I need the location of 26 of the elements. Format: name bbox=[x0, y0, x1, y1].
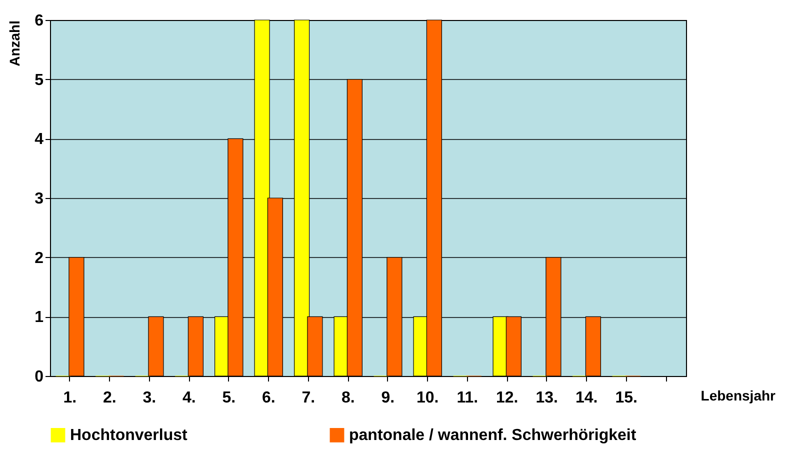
x-tick-label: 8. bbox=[341, 390, 355, 406]
x-tick-label: 10. bbox=[416, 390, 439, 406]
y-tick-label: 0 bbox=[34, 368, 44, 386]
x-tick-label: 1. bbox=[63, 390, 77, 406]
x-tick-label: 4. bbox=[182, 390, 196, 406]
x-tick-label: 14. bbox=[576, 390, 598, 406]
x-tick-label: 6. bbox=[262, 390, 276, 406]
y-tick-label: 4 bbox=[34, 131, 44, 148]
y-axis-title: Anzahl bbox=[6, 20, 23, 66]
y-tick-label: 5 bbox=[34, 72, 44, 89]
y-tick-label: 3 bbox=[34, 190, 44, 208]
legend-label: Hochtonverlust bbox=[70, 427, 188, 444]
x-tick-label: 7. bbox=[302, 390, 316, 406]
x-tick-label: 11. bbox=[456, 390, 478, 406]
x-tick-label: 15. bbox=[615, 390, 638, 406]
x-tick-label: 12. bbox=[496, 390, 518, 406]
x-tick-label: 9. bbox=[381, 390, 395, 406]
x-tick-label: 2. bbox=[102, 390, 116, 406]
y-tick-label: 6 bbox=[34, 12, 44, 30]
legend-label: pantonale / wannenf. Schwerhörigkeit bbox=[349, 427, 637, 444]
x-tick-label: 3. bbox=[142, 390, 156, 406]
y-tick-label: 2 bbox=[34, 250, 44, 267]
y-tick-label: 1 bbox=[34, 309, 44, 326]
x-tick-label: 13. bbox=[536, 390, 558, 406]
x-tick-label: 5. bbox=[222, 390, 236, 406]
x-axis-title: Lebensjahr bbox=[700, 388, 776, 404]
